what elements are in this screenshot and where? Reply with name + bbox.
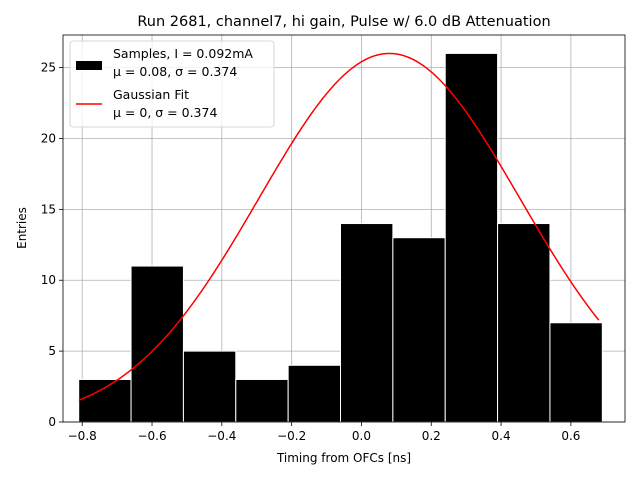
histogram-bar (78, 378, 132, 423)
y-tick-label: 20 (41, 131, 56, 145)
histogram-bar (444, 52, 499, 423)
x-tick-label: −0.4 (207, 429, 236, 443)
histogram-bar (392, 237, 446, 423)
histogram-bars (78, 52, 603, 423)
legend-histogram-swatch (76, 61, 102, 70)
x-tick-label: 0.0 (352, 429, 371, 443)
histogram-bar (497, 223, 551, 423)
legend-box (69, 40, 275, 128)
histogram-bar (235, 378, 289, 423)
y-axis-ticks: 0 5 10 15 20 25 (41, 61, 63, 429)
x-tick-label: 0.4 (492, 429, 511, 443)
x-axis-ticks: −0.8 −0.6 −0.4 −0.2 0.0 0.2 0.4 0.6 (68, 422, 580, 443)
y-tick-label: 15 (41, 202, 56, 216)
y-tick-label: 0 (48, 415, 56, 429)
y-tick-label: 10 (41, 273, 56, 287)
legend-histogram-stats: μ = 0.08, σ = 0.374 (113, 64, 237, 79)
legend-histogram-label: Samples, I = 0.092mA (113, 46, 253, 61)
histogram-bar (340, 223, 394, 423)
legend-fit-stats: μ = 0, σ = 0.374 (113, 105, 217, 120)
x-tick-label: −0.8 (68, 429, 97, 443)
histogram-bar (287, 364, 342, 423)
y-axis-label: Entries (15, 207, 29, 249)
histogram-bar (182, 350, 237, 423)
x-tick-label: −0.6 (137, 429, 166, 443)
legend: Samples, I = 0.092mA μ = 0.08, σ = 0.374… (69, 40, 275, 128)
plot-frame (62, 34, 626, 423)
x-tick-label: 0.6 (561, 429, 580, 443)
x-tick-label: −0.2 (277, 429, 306, 443)
x-axis-label: Timing from OFCs [ns] (276, 451, 411, 465)
gaussian-fit (78, 52, 600, 401)
chart-title: Run 2681, channel7, hi gain, Pulse w/ 6.… (137, 14, 550, 30)
gaussian-fit-curve (78, 52, 600, 401)
legend-fit-label: Gaussian Fit (113, 87, 189, 102)
x-tick-label: 0.2 (422, 429, 441, 443)
y-tick-label: 5 (48, 344, 56, 358)
y-tick-label: 25 (41, 61, 56, 75)
histogram-bar (130, 265, 184, 423)
histogram-bar (549, 322, 603, 423)
